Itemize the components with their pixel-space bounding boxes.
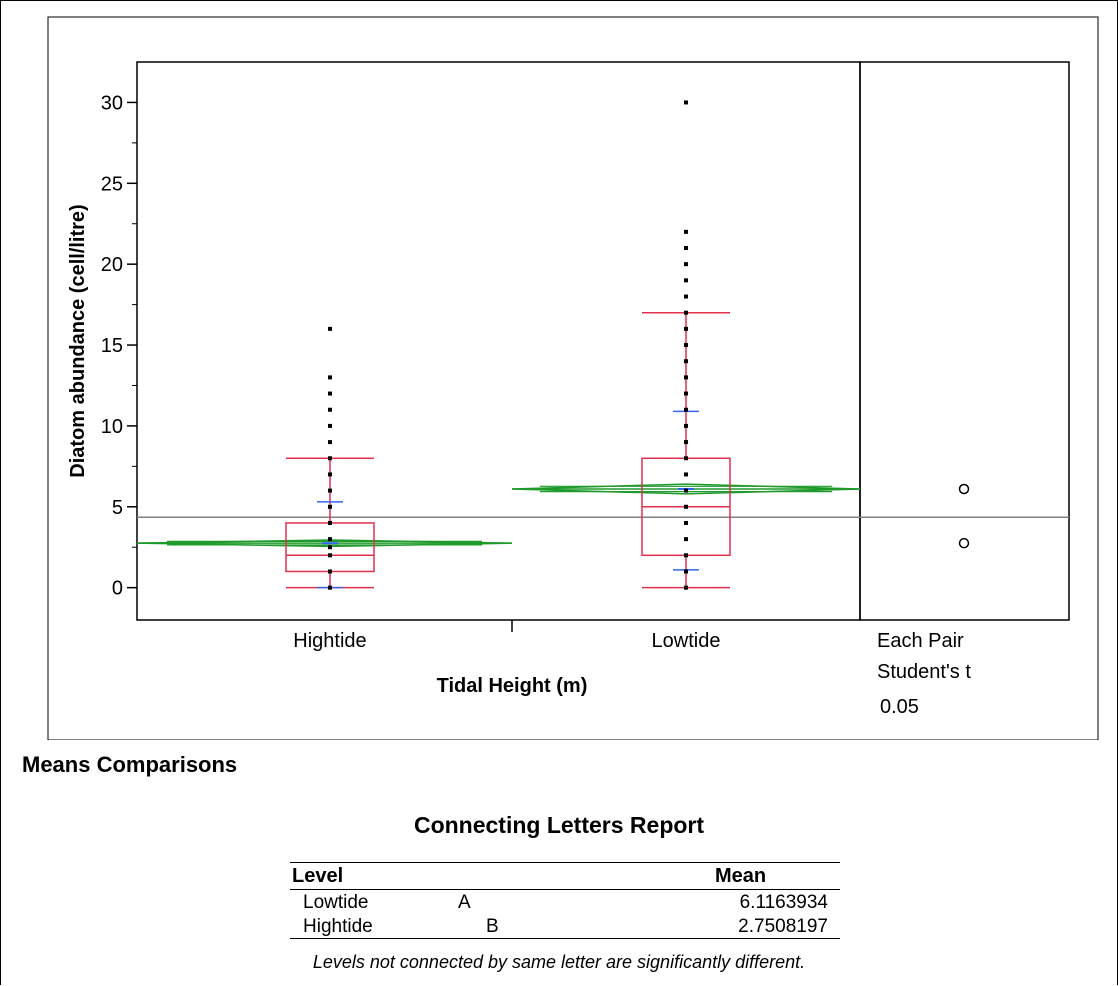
y-tick-label: 25 [101,173,123,195]
data-point [328,488,332,493]
row-level: Lowtide [303,892,369,913]
data-point [684,537,688,542]
y-tick-label: 5 [112,497,123,519]
data-point [328,407,332,412]
row-letter: A [458,892,471,913]
plot-area [136,61,861,621]
column-header-level: Level [292,865,344,887]
x-tick-label: Lowtide [652,630,721,652]
data-point [684,326,688,331]
row-mean: 6.1163934 [739,892,828,913]
chart-outer-frame [47,16,1099,740]
comparison-panel [859,61,1070,621]
data-point [328,472,332,477]
data-point [328,545,332,550]
data-point [684,278,688,283]
data-point [684,359,688,364]
comparison-panel-label: 0.05 [880,696,919,718]
connecting-letters-table: Level Mean Lowtide A 6.1163934 Hightide … [290,862,840,939]
data-point [684,229,688,234]
data-point [684,520,688,525]
y-tick-label: 0 [112,578,123,600]
data-point [684,456,688,461]
y-axis: 0 5 10 15 20 25 30 [101,92,137,600]
data-point [328,375,332,380]
data-point [684,310,688,315]
data-point [684,391,688,396]
data-point [684,504,688,509]
y-tick-label: 15 [101,335,123,357]
column-header-mean: Mean [715,865,767,887]
data-point [328,423,332,428]
table-row: Hightide B 2.7508197 [290,914,840,939]
data-point [684,262,688,267]
data-point [328,520,332,525]
x-axis-label: Tidal Height (m) [437,675,588,697]
data-point [684,440,688,445]
y-axis-label: Diatom abundance (cell/litre) [67,204,89,477]
comparison-panel-labels: Each Pair Student's t 0.05 [877,630,971,718]
data-point [328,537,332,542]
comparison-circle [958,483,970,495]
y-tick-label: 30 [101,92,123,114]
data-point [684,488,688,493]
data-point [328,456,332,461]
data-point [328,440,332,445]
data-point [328,569,332,574]
oneway-chart: 0 5 10 15 20 25 30 Hightide Lowtide Diatom abun… [47,16,1099,740]
comparison-panel-label: Student's t [877,661,971,683]
data-point [684,407,688,412]
table-footnote: Levels not connected by same letter are … [312,952,806,972]
comparison-circle [958,537,970,549]
data-point [684,100,688,105]
comparison-panel-label: Each Pair [877,630,964,652]
table-row: Lowtide A 6.1163934 [290,890,840,914]
data-point [684,472,688,477]
x-tick-label: Hightide [293,630,366,652]
x-axis: Hightide Lowtide [293,620,720,652]
data-point [328,391,332,396]
data-point [684,294,688,299]
data-point [684,553,688,558]
row-letter: B [486,916,499,937]
data-point [684,423,688,428]
data-point [684,375,688,380]
data-point [328,553,332,558]
data-point [684,343,688,348]
y-tick-label: 10 [101,416,123,438]
data-point [684,246,688,250]
data-point [328,504,332,509]
row-mean: 2.7508197 [738,916,828,937]
connecting-letters-title: Connecting Letters Report [413,812,705,838]
row-level: Hightide [303,916,373,937]
means-comparisons-title: Means Comparisons [22,752,238,777]
data-point [328,585,332,590]
table-header: Level Mean [290,862,840,890]
chart-marks [136,100,1069,590]
y-tick-label: 20 [101,254,123,276]
data-point [684,569,688,574]
data-point [328,326,332,331]
data-point [684,585,688,590]
